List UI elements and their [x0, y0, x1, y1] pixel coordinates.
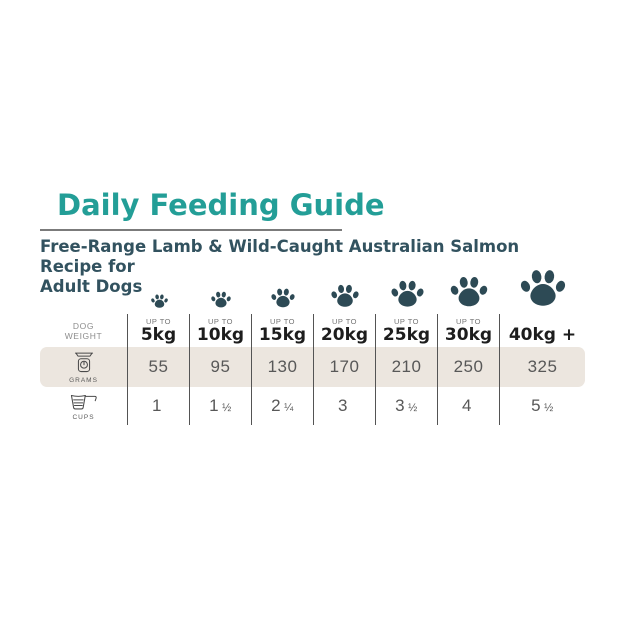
- dog-weight-header: DOG WEIGHT: [40, 314, 128, 347]
- subtitle-line-2: Adult Dogs: [40, 277, 143, 296]
- grams-cell-30kg: 250: [438, 347, 500, 387]
- page-title: Daily Feeding Guide: [57, 188, 385, 222]
- grams-value: 55: [148, 357, 169, 376]
- measuring-cup-icon: [70, 394, 97, 409]
- paw-cell: [314, 258, 376, 314]
- cups-value: 1: [152, 396, 162, 415]
- grams-cell-5kg: 55: [128, 347, 190, 387]
- weight-value: 20kg: [320, 324, 369, 345]
- paw-icon: [331, 284, 359, 307]
- up-to-label: UP TO: [269, 316, 295, 326]
- cups-fraction: ½: [544, 402, 554, 414]
- paw-icon: [450, 276, 488, 307]
- weight-value: 15kg: [258, 324, 307, 345]
- cups-fraction: ½: [408, 402, 418, 414]
- grams-value: 95: [210, 357, 231, 376]
- grams-row: GRAMS 55 95 130 170 210 250 325: [40, 347, 585, 387]
- weight-col-20kg: UP TO 20kg: [314, 314, 376, 347]
- cups-row-header: CUPS: [40, 387, 128, 425]
- up-to-label: UP TO: [145, 316, 171, 326]
- weight-col-15kg: UP TO 15kg: [252, 314, 314, 347]
- cups-value: 3: [338, 396, 348, 415]
- paw-cell: [438, 258, 500, 314]
- paw-cell: [190, 258, 252, 314]
- cups-fraction: ½: [222, 402, 232, 414]
- cups-cell-30kg: 4: [438, 387, 500, 425]
- paw-icon: [390, 280, 424, 307]
- weight-col-40kg-plus: 40kg +: [500, 314, 585, 347]
- up-to-label: UP TO: [331, 316, 357, 326]
- paw-cell: [376, 258, 438, 314]
- paw-icon: [211, 291, 231, 308]
- grams-cell-25kg: 210: [376, 347, 438, 387]
- weight-col-10kg: UP TO 10kg: [190, 314, 252, 347]
- feeding-guide-table: DOG WEIGHT UP TO 5kg UP TO 10kg UP TO 15…: [40, 258, 585, 425]
- cups-label: CUPS: [72, 413, 95, 421]
- page-subtitle: Free-Range Lamb & Wild-Caught Australian…: [40, 237, 585, 297]
- grams-value: 170: [329, 357, 360, 376]
- weight-value: 30kg: [444, 324, 493, 345]
- grams-row-header: GRAMS: [40, 347, 128, 387]
- paw-row-spacer: [40, 258, 128, 314]
- grams-value: 130: [267, 357, 298, 376]
- dog-weight-line-1: DOG: [72, 320, 95, 331]
- weight-header-row: DOG WEIGHT UP TO 5kg UP TO 10kg UP TO 15…: [40, 314, 585, 347]
- weight-value: 5kg: [140, 324, 177, 345]
- cups-fraction: ¼: [284, 402, 294, 414]
- weight-col-5kg: UP TO 5kg: [128, 314, 190, 347]
- paw-cell: [128, 258, 190, 314]
- weight-value: 10kg: [196, 324, 245, 345]
- paw-icon: [271, 288, 295, 308]
- grams-value: 250: [453, 357, 484, 376]
- weight-col-30kg: UP TO 30kg: [438, 314, 500, 347]
- subtitle-line-1: Free-Range Lamb & Wild-Caught Australian…: [40, 237, 520, 276]
- grams-value: 325: [527, 357, 558, 376]
- grams-cell-10kg: 95: [190, 347, 252, 387]
- grams-cell-15kg: 130: [252, 347, 314, 387]
- grams-cell-40kg-plus: 325: [500, 347, 585, 387]
- paw-cell: [252, 258, 314, 314]
- up-to-label: UP TO: [455, 316, 481, 326]
- weight-value: 40kg +: [508, 324, 577, 345]
- weight-col-25kg: UP TO 25kg: [376, 314, 438, 347]
- paw-cell: [500, 258, 585, 314]
- cups-cell-5kg: 1: [128, 387, 190, 425]
- up-to-label: UP TO: [207, 316, 233, 326]
- paw-icon: [150, 294, 168, 308]
- kitchen-scale-icon: [74, 352, 93, 372]
- up-to-label: UP TO: [393, 316, 419, 326]
- grams-value: 210: [391, 357, 422, 376]
- paw-icon: [520, 270, 565, 306]
- cups-cell-20kg: 3: [314, 387, 376, 425]
- cups-value: 4: [462, 396, 472, 415]
- title-divider: [40, 229, 342, 231]
- dog-weight-line-2: WEIGHT: [64, 330, 103, 341]
- grams-label: GRAMS: [69, 376, 98, 384]
- grams-cell-20kg: 170: [314, 347, 376, 387]
- paw-size-row: [40, 258, 585, 314]
- weight-value: 25kg: [382, 324, 431, 345]
